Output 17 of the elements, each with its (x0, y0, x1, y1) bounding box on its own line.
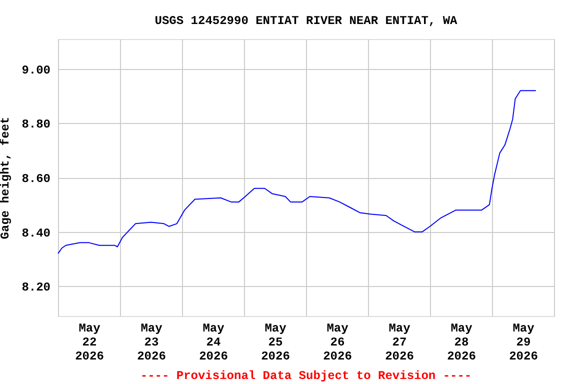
y-tick-label: 8.20 (22, 280, 50, 295)
y-tick-label: 8.60 (22, 172, 50, 186)
x-tick-label: May 29 2026 (509, 322, 538, 364)
x-tick-label: May 27 2026 (385, 322, 414, 364)
x-tick-label: May 28 2026 (447, 322, 476, 364)
x-tick-label: May 24 2026 (199, 322, 228, 364)
y-tick-label: 8.80 (22, 118, 50, 132)
x-tick-label: May 25 2026 (261, 322, 290, 364)
x-tick-label: May 23 2026 (137, 322, 166, 364)
x-tick-label: May 26 2026 (323, 322, 352, 364)
x-tick-label: May 22 2026 (75, 322, 104, 364)
y-axis-title: Gage height, feet (0, 116, 13, 240)
chart-title: USGS 12452990 ENTIAT RIVER NEAR ENTIAT, WA (154, 14, 458, 28)
text: ---- Provisional Data Subject to Revision ---- (140, 369, 472, 383)
y-tick-label: 8.40 (22, 226, 50, 240)
y-tick-label: 9.00 (22, 63, 50, 78)
line-series (58, 90, 536, 254)
